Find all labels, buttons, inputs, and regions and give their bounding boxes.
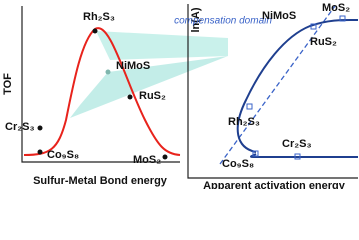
x-label: Apparent activation energy bbox=[203, 180, 346, 189]
x-label: Sulfur-Metal Bond energy bbox=[33, 175, 168, 187]
label: Co₉S₈ bbox=[222, 158, 254, 170]
label: MoS₂ bbox=[133, 154, 161, 166]
label: Cr₂S₃ bbox=[282, 138, 312, 150]
label: Co₉S₈ bbox=[47, 149, 79, 161]
y-label: TOF bbox=[2, 73, 14, 95]
point bbox=[37, 125, 43, 131]
point bbox=[105, 69, 111, 75]
axes bbox=[187, 4, 358, 179]
curve bbox=[236, 18, 359, 153]
y-label: ln(A) bbox=[190, 7, 202, 32]
markers bbox=[246, 15, 346, 160]
label: Cr₂S₃ bbox=[5, 121, 35, 133]
label: Rh₂S₃ bbox=[83, 11, 115, 23]
compensation-line bbox=[219, 5, 336, 165]
label: NiMoS bbox=[262, 10, 296, 22]
curve bbox=[250, 153, 358, 158]
point bbox=[162, 154, 168, 160]
link-region bbox=[96, 31, 228, 60]
point bbox=[92, 28, 98, 34]
annotation: compensation domain bbox=[174, 16, 272, 27]
point bbox=[127, 94, 133, 100]
point bbox=[37, 149, 43, 155]
label: RuS₂ bbox=[310, 36, 337, 48]
label: MoS₂ bbox=[322, 2, 350, 14]
label: Rh₂S₃ bbox=[228, 116, 260, 128]
figure: TOF Sulfur-Metal Bond energy Rh₂S₃ NiMoS… bbox=[2, 2, 359, 189]
label: RuS₂ bbox=[139, 90, 166, 102]
label: NiMoS bbox=[116, 60, 150, 72]
axes bbox=[21, 6, 180, 163]
